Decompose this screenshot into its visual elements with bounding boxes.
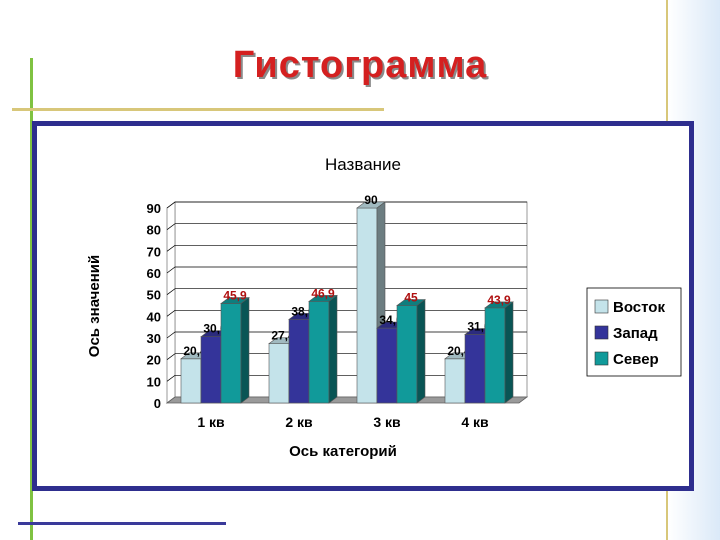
bar-side [504,301,514,404]
bar-side [328,294,338,404]
decorative-title-underline [12,108,384,111]
plot-side-wall [166,201,176,404]
bar [180,358,202,404]
legend-swatch [594,299,609,314]
x-axis-title: Ось категорий [289,443,397,460]
x-tick-label: 4 кв [461,414,489,430]
bar [396,305,418,404]
gridline [166,266,527,274]
chart-title: Название [325,155,401,174]
x-tick-label: 1 кв [197,414,225,430]
gridline [166,244,527,252]
y-tick-label: 60 [147,266,161,281]
bar [376,327,398,404]
y-tick-label: 70 [147,244,161,259]
bar [308,301,330,404]
bar [356,207,378,404]
x-tick-label: 3 кв [373,414,401,430]
legend-entry: Запад [613,325,658,342]
x-tick-label: 2 кв [285,414,313,430]
y-tick-label: 40 [147,309,161,324]
data-label: 46,9 [311,286,335,300]
y-tick-label: 20 [147,353,161,368]
bar [464,334,486,404]
bar [288,319,310,404]
gridline [166,223,527,230]
legend-entry: Восток [613,299,665,316]
y-tick-label: 0 [154,396,161,411]
bar-side [240,296,250,404]
slide-title: Гистограмма [232,44,488,86]
y-tick-label: 10 [147,374,161,389]
bar [484,307,506,404]
decorative-bottom-line [18,522,226,525]
chart-frame: 0 10 20 30 40 50 60 70 80 90 20,4 30,6 45,9 1 кв 27,4 3… [32,121,694,491]
decorative-vertical-line [30,58,33,540]
data-label: 45,9 [223,289,247,303]
data-label: 43,9 [487,293,511,307]
legend-swatch [594,351,609,366]
y-tick-label: 30 [147,331,161,346]
bar [268,343,290,404]
y-tick-label: 90 [147,201,161,216]
y-axis-title: Ось значений [86,255,103,357]
bar [220,303,242,404]
y-tick-label: 80 [147,223,161,238]
bar-side [416,298,426,404]
legend-swatch [594,325,609,340]
data-label: 45 [404,291,418,305]
bar [444,358,466,404]
data-label: 90 [364,193,378,207]
legend-entry: Север [613,351,659,368]
y-tick-label: 50 [147,288,161,303]
bar [200,336,222,404]
gridline [166,201,527,209]
gridline [166,288,527,295]
